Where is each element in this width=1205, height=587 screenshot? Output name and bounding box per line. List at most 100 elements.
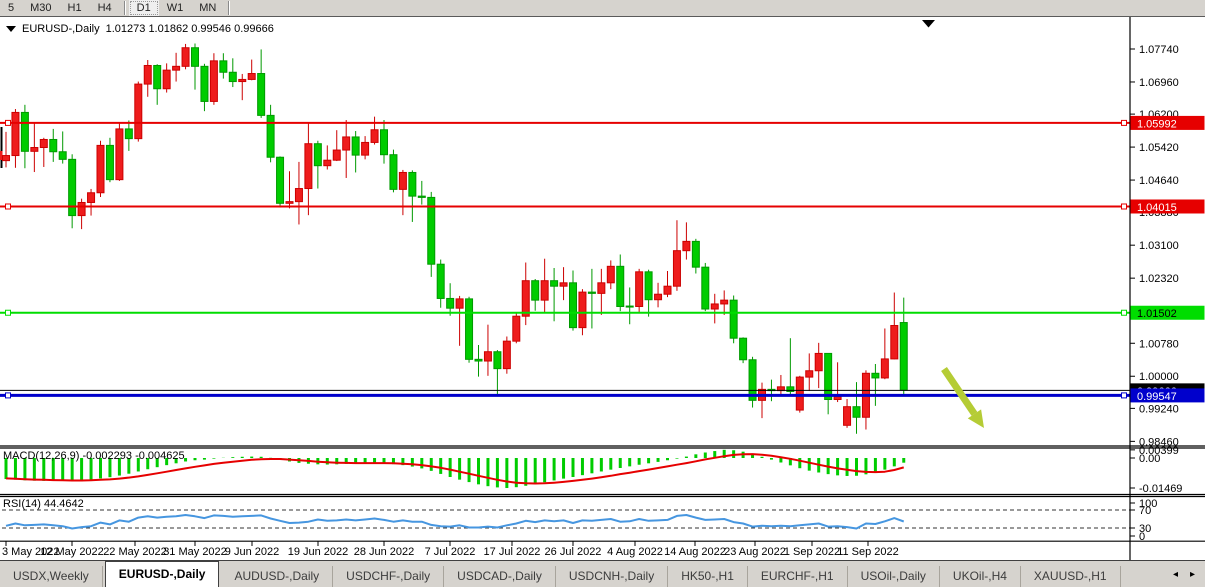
- candle-bull: [370, 129, 379, 143]
- candle-bear: [105, 144, 114, 181]
- candle-bull: [162, 69, 171, 90]
- candle-bear: [474, 358, 483, 362]
- candle-bull: [795, 376, 804, 411]
- tab-usdcad-daily[interactable]: USDCAD-,Daily: [444, 566, 556, 587]
- candle-bull: [172, 65, 181, 71]
- candle-bear: [786, 386, 795, 392]
- date-axis-label: 9 Jun 2022: [225, 546, 279, 558]
- tabs-scroll-left-icon[interactable]: ◂: [1172, 568, 1178, 580]
- price-axis-label: 0.98460: [1139, 436, 1179, 448]
- hline-anchor[interactable]: [5, 119, 11, 126]
- tab-xauusd-h1[interactable]: XAUUSD-,H1: [1021, 566, 1121, 587]
- hline-anchor[interactable]: [5, 392, 11, 399]
- candle-bear: [417, 195, 426, 198]
- candle-bull: [2, 155, 10, 162]
- candle-bear: [200, 65, 209, 102]
- candle-bull: [635, 271, 644, 307]
- candle-bull: [96, 144, 105, 194]
- tab-eurusd-daily[interactable]: EURUSD-,Daily: [104, 561, 220, 587]
- candle-bull: [654, 293, 663, 301]
- toolbar-separator: [123, 1, 125, 15]
- macd-axis-label: -0.01469: [1139, 483, 1182, 495]
- price-axis-label: 1.00000: [1139, 371, 1179, 383]
- hline-anchor[interactable]: [5, 309, 11, 316]
- hline-anchor[interactable]: [1121, 119, 1127, 126]
- tabs-container: USDX,Weekly EURUSD-,Daily AUDUSD-,Daily USD…: [0, 561, 1121, 587]
- tab-hk50-h1[interactable]: HK50-,H1: [668, 566, 748, 587]
- date-axis-label: 28 Jun 2022: [354, 546, 415, 558]
- timeframe-button-w1[interactable]: W1: [166, 2, 184, 14]
- hline-anchor[interactable]: [1121, 392, 1127, 399]
- trend-arrow-head[interactable]: [967, 409, 984, 428]
- hline-anchor[interactable]: [1121, 309, 1127, 316]
- date-axis-label: 11 Sep 2022: [837, 546, 899, 558]
- tabs-scroll-right-icon[interactable]: ▸: [1189, 568, 1195, 580]
- trend-arrow-shaft[interactable]: [941, 367, 978, 416]
- candle-bear: [427, 196, 436, 265]
- tab-usdchf-daily[interactable]: USDCHF-,Daily: [333, 566, 445, 587]
- candle-bull: [559, 282, 568, 287]
- candle-bull: [181, 47, 190, 67]
- price-axis-label: 1.04640: [1139, 175, 1179, 187]
- candle-bull: [342, 136, 351, 151]
- candle-bear: [266, 114, 275, 158]
- macd-axis-label: 0.00: [1139, 453, 1160, 465]
- candle-bull: [502, 340, 511, 370]
- tab-usdx-weekly[interactable]: USDX,Weekly: [0, 566, 103, 587]
- candle-bear: [550, 280, 559, 287]
- candle-bull: [87, 192, 96, 203]
- candle-bull: [115, 128, 124, 181]
- price-axis-label: 1.06960: [1139, 77, 1179, 89]
- candle-bear: [153, 64, 162, 90]
- date-axis-label: 14 Aug 2022: [664, 546, 726, 558]
- candle-bull: [805, 370, 814, 378]
- tab-ukoil-h4[interactable]: UKOil-,H4: [940, 566, 1021, 587]
- tab-eurchf-h1[interactable]: EURCHF-,H1: [748, 566, 848, 587]
- candles-layer: [2, 43, 908, 434]
- timeframe-button-mn[interactable]: MN: [199, 2, 217, 14]
- price-axis-label: 0.99240: [1139, 403, 1179, 415]
- tab-usdcnh-daily[interactable]: USDCNH-,Daily: [556, 566, 669, 587]
- hline-anchor[interactable]: [5, 203, 11, 210]
- tab-audusd-daily[interactable]: AUDUSD-,Daily: [221, 566, 334, 587]
- tab-usoil-daily[interactable]: USOil-,Daily: [848, 566, 940, 587]
- candle-bear: [380, 129, 388, 156]
- candle-bull: [304, 143, 313, 190]
- symbol-tabbar: USDX,Weekly EURUSD-,Daily AUDUSD-,Daily USD…: [0, 560, 1205, 587]
- price-axis-label: 1.00780: [1139, 338, 1179, 350]
- timeframe-button-h1[interactable]: H1: [67, 2, 82, 14]
- price-badge-1.01502: [1130, 305, 1205, 320]
- chart-shift-marker-icon[interactable]: [922, 20, 935, 28]
- candle-bull: [323, 159, 332, 167]
- candle-bear: [644, 271, 653, 301]
- macd-label: MACD(12,26,9) -0.002293 -0.004625: [3, 450, 185, 462]
- date-axis-label: 4 Aug 2022: [607, 546, 663, 558]
- candle-bear: [616, 265, 625, 307]
- hline-anchor[interactable]: [1121, 203, 1127, 210]
- candle-bull: [682, 240, 691, 252]
- timeframe-button-d1[interactable]: D1: [128, 0, 159, 16]
- candle-bear: [748, 359, 757, 401]
- candle-bull: [77, 201, 86, 217]
- date-axis-label: 17 Jul 2022: [484, 546, 541, 558]
- chart-title: EURUSD-,Daily 1.01273 1.01862 0.99546 0.…: [6, 23, 274, 35]
- toolbar-separator: [228, 1, 230, 15]
- price-badge-text: 1.05992: [1137, 118, 1177, 130]
- timeframe-button-5[interactable]: 5: [8, 2, 15, 14]
- date-axis-label: 1 Sep 2022: [784, 546, 840, 558]
- rsi-line: [5, 514, 905, 530]
- candle-bull: [512, 315, 521, 342]
- timeframe-button-h4[interactable]: H4: [97, 2, 112, 14]
- clipped-candle-body: [0, 151, 3, 160]
- candle-bull: [890, 325, 899, 360]
- candle-bear: [219, 60, 228, 73]
- rsi-axis-label: 70: [1139, 505, 1151, 517]
- rsi-axis-label: 0: [1139, 531, 1145, 543]
- candle-bull: [455, 298, 464, 309]
- price-axis-label: 1.07740: [1139, 44, 1179, 56]
- candle-bear: [531, 280, 540, 301]
- tabs-scroll-nav: ◂ ▸: [1173, 569, 1205, 580]
- timeframe-button-m30[interactable]: M30: [30, 2, 52, 14]
